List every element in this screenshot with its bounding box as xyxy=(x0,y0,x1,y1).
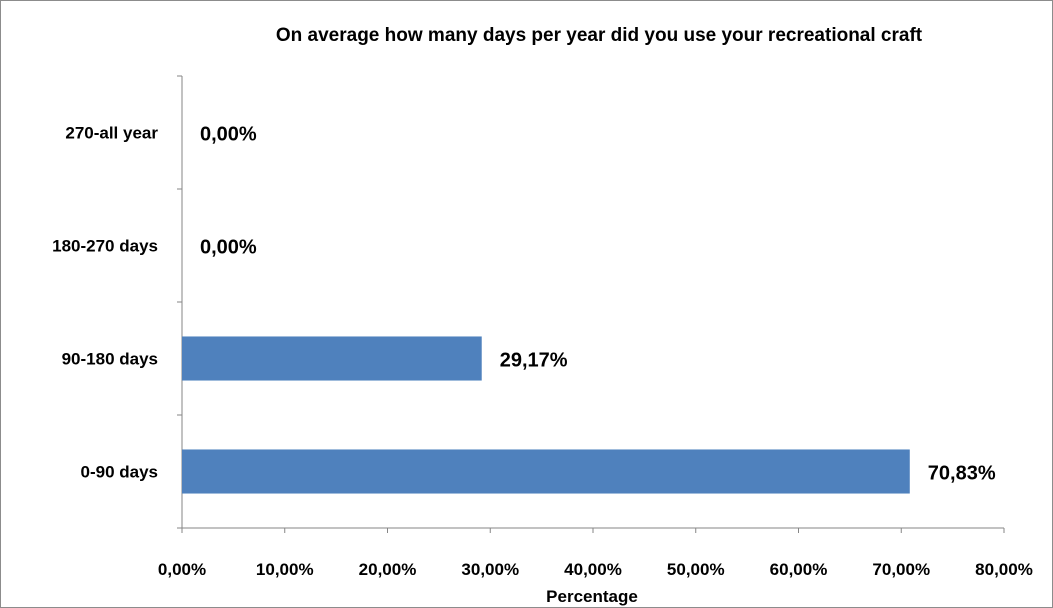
x-tick-label: 50,00% xyxy=(667,560,725,579)
x-tick-label: 20,00% xyxy=(359,560,417,579)
x-tick-label: 40,00% xyxy=(564,560,622,579)
plot-area: 0,00% 10,00% 20,00% 30,00% 40,00% 50,00% 60,00… xyxy=(52,75,1033,579)
x-tick-label: 60,00% xyxy=(770,560,828,579)
y-tick-label: 0-90 days xyxy=(81,463,159,482)
y-tick-label: 90-180 days xyxy=(62,350,158,369)
x-axis-title: Percentage xyxy=(546,587,638,606)
data-label: 29,17% xyxy=(500,350,568,372)
x-tick-label: 10,00% xyxy=(256,560,314,579)
data-label: 0,00% xyxy=(200,124,257,146)
data-label: 70,83% xyxy=(928,463,996,485)
bar-0-90-days xyxy=(182,449,910,494)
bar-90-180-days xyxy=(182,336,482,381)
y-tick-label: 270-all year xyxy=(65,124,158,143)
x-tick-label: 70,00% xyxy=(872,560,930,579)
x-tick-label: 0,00% xyxy=(158,560,206,579)
data-label: 0,00% xyxy=(200,237,257,259)
chart-title: On average how many days per year did yo… xyxy=(276,25,923,46)
x-tick-label: 80,00% xyxy=(975,560,1033,579)
x-tick-label: 30,00% xyxy=(461,560,519,579)
y-tick-label: 180-270 days xyxy=(52,237,158,256)
